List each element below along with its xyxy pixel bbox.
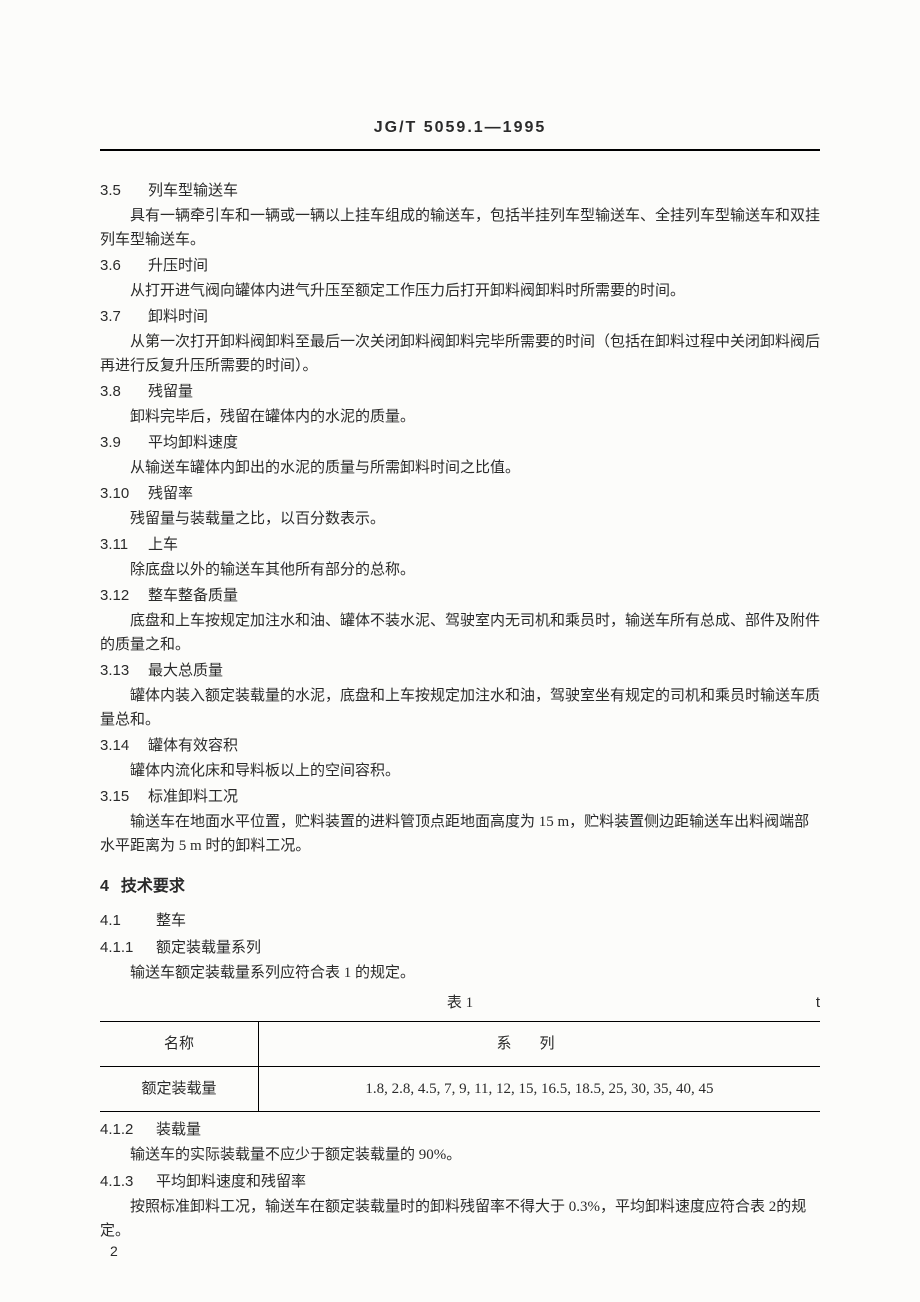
section-title: 装载量 [156, 1118, 201, 1142]
section-3-6: 3.6 升压时间 从打开进气阀向罐体内进气升压至额定工作压力后打开卸料阀卸料时所… [100, 254, 820, 303]
section-3-13: 3.13 最大总质量 罐体内装入额定装载量的水泥，底盘和上车按规定加注水和油，驾… [100, 659, 820, 732]
section-number: 3.12 [100, 584, 134, 608]
section-title: 最大总质量 [148, 659, 223, 683]
section-body: 按照标准卸料工况，输送车在额定装载量时的卸料残留率不得大于 0.3%，平均卸料速… [100, 1195, 820, 1243]
section-heading: 3.8 残留量 [100, 380, 820, 404]
page-number: 2 [110, 1240, 118, 1262]
section-number: 4.1.1 [100, 936, 144, 960]
section-body: 具有一辆牵引车和一辆或一辆以上挂车组成的输送车，包括半挂列车型输送车、全挂列车型… [100, 204, 820, 252]
table-label: 表 1 [447, 995, 473, 1011]
section-body: 底盘和上车按规定加注水和油、罐体不装水泥、驾驶室内无司机和乘员时，输送车所有总成… [100, 609, 820, 657]
section-title: 列车型输送车 [148, 179, 238, 203]
section-title: 残留率 [148, 482, 193, 506]
table-unit: t [816, 991, 820, 1015]
section-3-14: 3.14 罐体有效容积 罐体内流化床和导料板以上的空间容积。 [100, 734, 820, 783]
table-cell: 1.8, 2.8, 4.5, 7, 9, 11, 12, 15, 16.5, 1… [258, 1067, 820, 1112]
heading-4: 4 技术要求 [100, 874, 820, 900]
table-header-cell: 系列 [258, 1022, 820, 1067]
section-3-15: 3.15 标准卸料工况 输送车在地面水平位置，贮料装置的进料管顶点距地面高度为 … [100, 785, 820, 858]
section-body: 输送车的实际装载量不应少于额定装载量的 90%。 [100, 1143, 820, 1167]
section-number: 3.7 [100, 305, 134, 329]
section-body: 罐体内流化床和导料板以上的空间容积。 [100, 759, 820, 783]
section-title: 平均卸料速度和残留率 [156, 1170, 306, 1194]
section-number: 3.10 [100, 482, 134, 506]
section-number: 3.9 [100, 431, 134, 455]
section-body: 残留量与装载量之比，以百分数表示。 [100, 507, 820, 531]
heading-number: 4 [100, 878, 109, 895]
section-body: 罐体内装入额定装载量的水泥，底盘和上车按规定加注水和油，驾驶室坐有规定的司机和乘… [100, 684, 820, 732]
section-title: 平均卸料速度 [148, 431, 238, 455]
section-3-10: 3.10 残留率 残留量与装载量之比，以百分数表示。 [100, 482, 820, 531]
table-cell: 额定装载量 [100, 1067, 258, 1112]
section-3-12: 3.12 整车整备质量 底盘和上车按规定加注水和油、罐体不装水泥、驾驶室内无司机… [100, 584, 820, 657]
section-body: 除底盘以外的输送车其他所有部分的总称。 [100, 558, 820, 582]
table-header-cell: 名称 [100, 1022, 258, 1067]
standard-header: JG/T 5059.1—1995 [100, 115, 820, 151]
section-body: 输送车在地面水平位置，贮料装置的进料管顶点距地面高度为 15 m，贮料装置侧边距… [100, 810, 820, 858]
section-heading: 3.12 整车整备质量 [100, 584, 820, 608]
section-number: 4.1.3 [100, 1170, 144, 1194]
section-title: 整车整备质量 [148, 584, 238, 608]
heading-title: 技术要求 [121, 878, 185, 895]
subsection-4-1-1: 4.1.1 额定装载量系列 [100, 936, 820, 960]
section-title: 罐体有效容积 [148, 734, 238, 758]
table-row: 额定装载量 1.8, 2.8, 4.5, 7, 9, 11, 12, 15, 1… [100, 1067, 820, 1112]
section-title: 上车 [148, 533, 178, 557]
section-3-8: 3.8 残留量 卸料完毕后，残留在罐体内的水泥的质量。 [100, 380, 820, 429]
section-number: 3.13 [100, 659, 134, 683]
section-heading: 3.14 罐体有效容积 [100, 734, 820, 758]
section-heading: 3.6 升压时间 [100, 254, 820, 278]
subsection-4-1-3: 4.1.3 平均卸料速度和残留率 [100, 1170, 820, 1194]
section-3-7: 3.7 卸料时间 从第一次打开卸料阀卸料至最后一次关闭卸料阀卸料完毕所需要的时间… [100, 305, 820, 378]
section-heading: 3.10 残留率 [100, 482, 820, 506]
table-1: 名称 系列 额定装载量 1.8, 2.8, 4.5, 7, 9, 11, 12,… [100, 1021, 820, 1112]
section-heading: 3.9 平均卸料速度 [100, 431, 820, 455]
section-number: 3.11 [100, 533, 134, 557]
section-heading: 3.5 列车型输送车 [100, 179, 820, 203]
subsection-4-1: 4.1 整车 [100, 909, 820, 933]
section-3-5: 3.5 列车型输送车 具有一辆牵引车和一辆或一辆以上挂车组成的输送车，包括半挂列… [100, 179, 820, 252]
section-3-9: 3.9 平均卸料速度 从输送车罐体内卸出的水泥的质量与所需卸料时间之比值。 [100, 431, 820, 480]
section-body: 输送车额定装载量系列应符合表 1 的规定。 [100, 961, 820, 985]
section-title: 整车 [156, 909, 186, 933]
section-number: 3.15 [100, 785, 134, 809]
section-title: 卸料时间 [148, 305, 208, 329]
table-row: 名称 系列 [100, 1022, 820, 1067]
section-body: 从第一次打开卸料阀卸料至最后一次关闭卸料阀卸料完毕所需要的时间（包括在卸料过程中… [100, 330, 820, 378]
section-body: 卸料完毕后，残留在罐体内的水泥的质量。 [100, 405, 820, 429]
document-page: JG/T 5059.1—1995 3.5 列车型输送车 具有一辆牵引车和一辆或一… [0, 0, 920, 1302]
section-body: 从输送车罐体内卸出的水泥的质量与所需卸料时间之比值。 [100, 456, 820, 480]
section-title: 升压时间 [148, 254, 208, 278]
section-number: 3.5 [100, 179, 134, 203]
section-number: 4.1 [100, 909, 144, 933]
section-heading: 3.11 上车 [100, 533, 820, 557]
section-number: 3.8 [100, 380, 134, 404]
section-title: 残留量 [148, 380, 193, 404]
section-number: 4.1.2 [100, 1118, 144, 1142]
section-heading: 3.7 卸料时间 [100, 305, 820, 329]
section-heading: 3.15 标准卸料工况 [100, 785, 820, 809]
subsection-4-1-2: 4.1.2 装载量 [100, 1118, 820, 1142]
section-body: 从打开进气阀向罐体内进气升压至额定工作压力后打开卸料阀卸料时所需要的时间。 [100, 279, 820, 303]
table-caption: 表 1 t [100, 991, 820, 1015]
section-3-11: 3.11 上车 除底盘以外的输送车其他所有部分的总称。 [100, 533, 820, 582]
section-number: 3.14 [100, 734, 134, 758]
section-title: 额定装载量系列 [156, 936, 261, 960]
section-number: 3.6 [100, 254, 134, 278]
section-title: 标准卸料工况 [148, 785, 238, 809]
section-heading: 3.13 最大总质量 [100, 659, 820, 683]
